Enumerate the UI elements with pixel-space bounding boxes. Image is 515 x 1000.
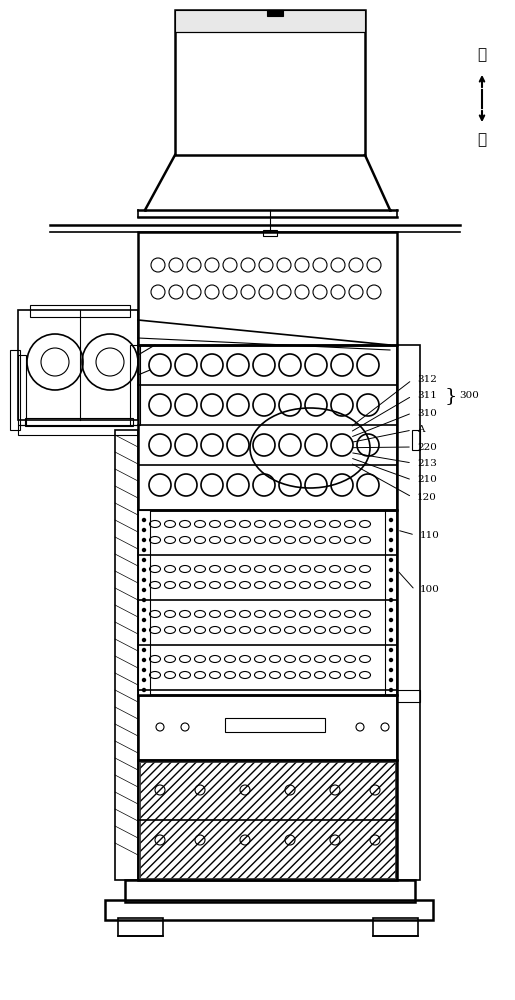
Text: 311: 311: [417, 391, 437, 400]
Bar: [18, 310, 138, 420]
Circle shape: [143, 568, 146, 572]
Bar: [385, 510, 397, 695]
Text: 220: 220: [417, 442, 437, 452]
Text: 213: 213: [417, 458, 437, 468]
Text: 310: 310: [417, 408, 437, 418]
Circle shape: [143, 538, 146, 542]
Circle shape: [143, 648, 146, 652]
Bar: [138, 510, 150, 695]
Circle shape: [143, 598, 146, 601]
Bar: [263, 230, 277, 236]
Text: 下: 下: [477, 132, 487, 147]
Text: 300: 300: [459, 391, 479, 400]
Bar: [130, 345, 140, 425]
Bar: [412, 430, 420, 450]
Bar: [118, 918, 163, 936]
Circle shape: [389, 608, 392, 611]
Circle shape: [389, 528, 392, 532]
Bar: [25, 418, 133, 426]
Text: 210: 210: [417, 476, 437, 485]
Circle shape: [389, 518, 392, 522]
Text: A: A: [417, 426, 424, 434]
Text: }: }: [445, 387, 457, 405]
Circle shape: [389, 558, 392, 562]
Circle shape: [389, 668, 392, 672]
Text: 上: 上: [477, 47, 487, 62]
Bar: [105, 900, 433, 920]
Bar: [138, 232, 397, 345]
Circle shape: [143, 639, 146, 642]
Bar: [18, 355, 26, 425]
Bar: [138, 345, 397, 510]
Circle shape: [389, 678, 392, 682]
Bar: [115, 430, 138, 880]
Bar: [175, 10, 365, 155]
Bar: [397, 345, 420, 880]
Bar: [18, 425, 138, 435]
Bar: [138, 695, 397, 760]
Circle shape: [143, 548, 146, 552]
Circle shape: [389, 548, 392, 552]
Circle shape: [143, 618, 146, 621]
Bar: [138, 510, 397, 695]
Circle shape: [143, 678, 146, 682]
Circle shape: [143, 608, 146, 611]
Text: 110: 110: [420, 530, 440, 540]
Circle shape: [143, 558, 146, 562]
Circle shape: [143, 588, 146, 591]
Circle shape: [143, 629, 146, 632]
Circle shape: [389, 568, 392, 572]
Bar: [138, 760, 397, 880]
Circle shape: [389, 538, 392, 542]
Circle shape: [143, 528, 146, 532]
Bar: [175, 10, 365, 32]
Circle shape: [143, 518, 146, 522]
Text: 312: 312: [417, 375, 437, 384]
Circle shape: [389, 629, 392, 632]
Circle shape: [389, 639, 392, 642]
Bar: [267, 10, 283, 16]
Bar: [125, 880, 415, 902]
Circle shape: [143, 668, 146, 672]
Circle shape: [389, 648, 392, 652]
Bar: [373, 918, 418, 936]
Circle shape: [389, 598, 392, 601]
Circle shape: [389, 658, 392, 662]
Circle shape: [389, 588, 392, 591]
Circle shape: [389, 688, 392, 692]
Bar: [30, 305, 130, 317]
Text: 100: 100: [420, 585, 440, 594]
Bar: [225, 718, 325, 732]
Circle shape: [143, 688, 146, 692]
Bar: [397, 690, 420, 702]
Circle shape: [389, 578, 392, 582]
Text: 120: 120: [417, 492, 437, 502]
Bar: [140, 762, 395, 878]
Circle shape: [389, 618, 392, 621]
Bar: [10, 350, 20, 430]
Circle shape: [143, 658, 146, 662]
Circle shape: [143, 578, 146, 582]
